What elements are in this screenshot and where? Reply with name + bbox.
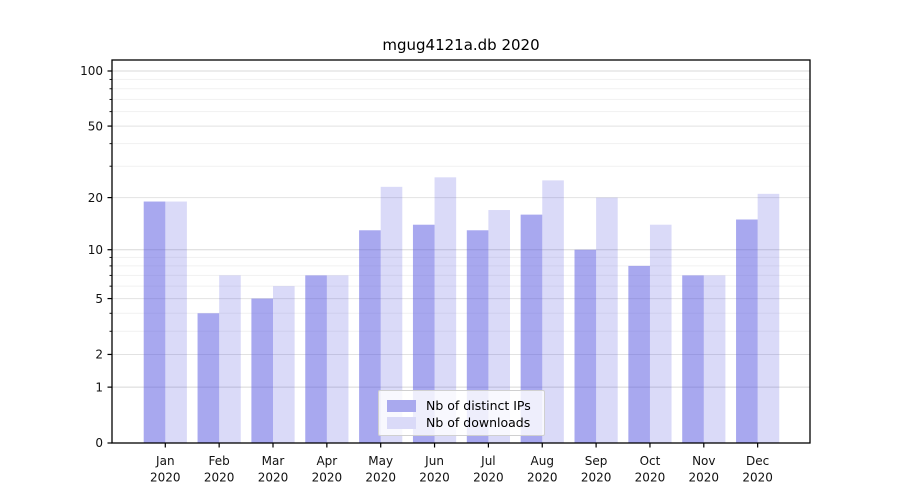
x-tick-label-year: 2020: [581, 471, 612, 485]
x-tick-label-year: 2020: [635, 471, 666, 485]
legend-swatch-distinct-ips: [387, 399, 416, 412]
x-tick-label-month: Sep: [585, 454, 608, 468]
bar-downloads-may-2020: [380, 186, 403, 443]
x-tick-label-month: May: [368, 454, 393, 468]
y-tick-label: 2: [95, 348, 103, 362]
y-tick-label: 50: [88, 119, 103, 133]
bar-distinct-ips-dec-2020: [736, 219, 758, 443]
x-tick-label-year: 2020: [689, 471, 720, 485]
x-tick-label-month: Mar: [262, 454, 285, 468]
bar-downloads-jun-2020: [434, 177, 457, 444]
bar-distinct-ips-aug-2020: [520, 214, 543, 443]
bar-downloads-mar-2020: [273, 286, 295, 443]
axes-frame: [111, 59, 811, 444]
x-tick-label-year: 2020: [204, 471, 235, 485]
x-tick-label-month: Oct: [640, 454, 661, 468]
legend-item: Nb of distinct IPs: [387, 397, 536, 414]
x-tick-label-month: Aug: [531, 454, 554, 468]
bar-distinct-ips-feb-2020: [197, 313, 220, 443]
bar-distinct-ips-may-2020: [359, 230, 381, 443]
legend-swatch-downloads: [387, 416, 416, 429]
bar-distinct-ips-jan-2020: [143, 201, 166, 443]
bar-distinct-ips-jun-2020: [412, 224, 435, 443]
bar-distinct-ips-oct-2020: [628, 265, 650, 443]
legend-item: Nb of downloads: [387, 414, 536, 431]
legend: Nb of distinct IPs Nb of downloads: [378, 390, 545, 436]
bar-downloads-nov-2020: [703, 275, 726, 443]
y-tick-label: 100: [80, 64, 103, 78]
bar-downloads-jan-2020: [165, 201, 187, 443]
bar-downloads-sep-2020: [596, 197, 618, 443]
x-tick-label-year: 2020: [527, 471, 558, 485]
bar-downloads-jul-2020: [488, 210, 510, 443]
x-tick-label-month: Nov: [692, 454, 715, 468]
bar-distinct-ips-apr-2020: [305, 275, 327, 443]
bar-distinct-ips-sep-2020: [574, 249, 597, 443]
x-tick-label-year: 2020: [742, 471, 773, 485]
y-tick-label: 0: [95, 436, 103, 450]
bar-downloads-feb-2020: [219, 275, 241, 443]
y-tick-label: 10: [88, 243, 103, 257]
bar-downloads-aug-2020: [542, 180, 564, 443]
bar-distinct-ips-mar-2020: [251, 298, 273, 443]
x-tick-label-month: Jun: [424, 454, 444, 468]
y-tick-label: 5: [95, 292, 103, 306]
x-tick-label-month: Dec: [746, 454, 769, 468]
bar-downloads-apr-2020: [326, 275, 349, 443]
x-tick-label-month: Jul: [480, 454, 495, 468]
bar-distinct-ips-jul-2020: [466, 230, 489, 443]
x-tick-label-year: 2020: [258, 471, 289, 485]
chart-title: mgug4121a.db 2020: [382, 36, 540, 54]
y-tick-label: 1: [95, 380, 103, 394]
x-tick-label-year: 2020: [473, 471, 504, 485]
x-tick-label-year: 2020: [150, 471, 181, 485]
x-tick-label-year: 2020: [419, 471, 450, 485]
bar-downloads-dec-2020: [757, 193, 780, 443]
bar-downloads-oct-2020: [649, 224, 672, 443]
x-tick-label-year: 2020: [365, 471, 396, 485]
bar-distinct-ips-nov-2020: [682, 275, 704, 443]
x-tick-label-month: Apr: [316, 454, 337, 468]
y-tick-label: 20: [88, 191, 103, 205]
x-tick-label-month: Feb: [209, 454, 230, 468]
x-tick-label-year: 2020: [312, 471, 343, 485]
legend-label: Nb of downloads: [426, 415, 531, 430]
x-tick-label-month: Jan: [155, 454, 175, 468]
legend-label: Nb of distinct IPs: [426, 398, 531, 413]
